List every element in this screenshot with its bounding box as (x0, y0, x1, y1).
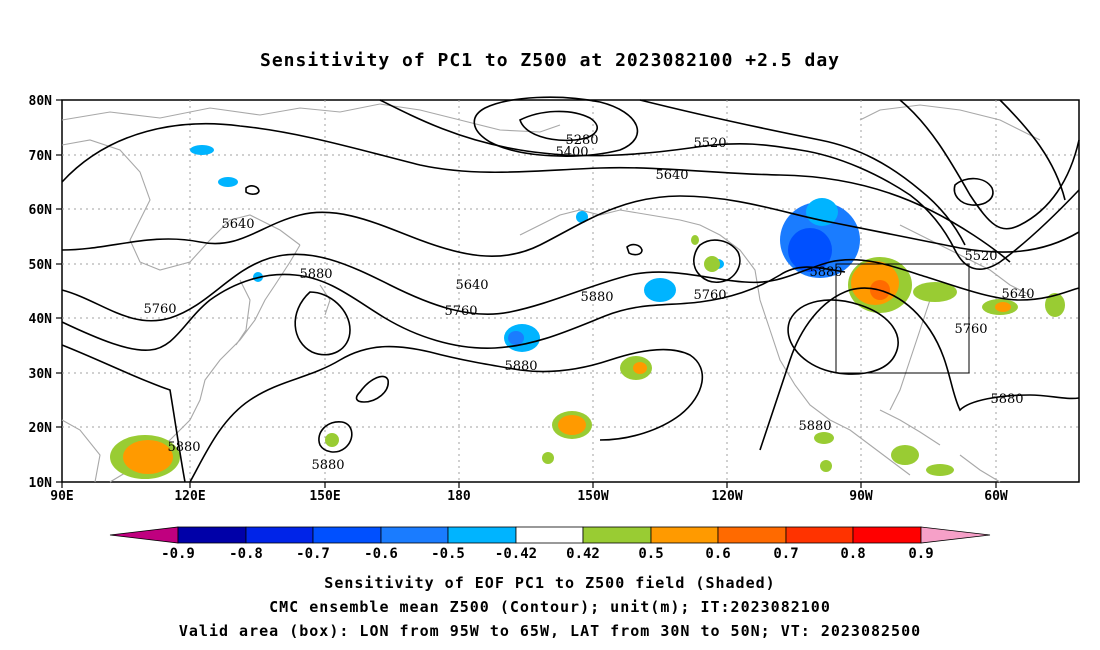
colorbar-swatch (852, 526, 922, 544)
lat-label: 40N (29, 312, 53, 327)
contour-label: 5520 (693, 136, 726, 151)
contour-label: 5520 (964, 249, 997, 264)
footer-line-valid-area: Valid area (box): LON from 95W to 65W, L… (178, 622, 922, 640)
lat-label: 60N (29, 203, 53, 218)
shading-negative (190, 145, 214, 155)
colorbar-swatch (380, 526, 449, 544)
colorbar-max-arrow (920, 526, 991, 544)
colorbar-swatch (312, 526, 382, 544)
colorbar-label: -0.7 (296, 546, 330, 562)
shading-positive (1045, 293, 1065, 317)
lon-label: 120W (711, 489, 742, 504)
shading-positive (558, 415, 586, 435)
colorbar-label: 0.8 (840, 546, 865, 562)
shading-positive (814, 432, 834, 444)
colorbar-swatch (582, 526, 652, 544)
lon-label: 120E (174, 489, 205, 504)
shading-negative (576, 211, 588, 223)
colorbar-swatch (245, 526, 314, 544)
shading-negative (806, 198, 838, 226)
colorbar-label: 0.6 (705, 546, 730, 562)
contour-label: 5880 (299, 267, 332, 282)
colorbar-label: -0.42 (495, 546, 537, 562)
contour-labels: 5280 5400 5520 5640 5640 5640 5640 5520 … (143, 133, 1034, 473)
contour-label: 5880 (798, 419, 831, 434)
lat-label: 50N (29, 258, 53, 273)
lat-label: 30N (29, 367, 53, 382)
lon-label: 150E (309, 489, 340, 504)
contour-label: 5280 (565, 133, 598, 148)
contour-label: 5760 (444, 304, 477, 319)
colorbar-label: 0.9 (908, 546, 933, 562)
contour-label: 5640 (221, 217, 254, 232)
shading-positive (891, 445, 919, 465)
contour-label: 5760 (143, 302, 176, 317)
sensitivity-shading (110, 145, 1065, 479)
lon-label: 90E (50, 489, 73, 504)
colorbar-min-arrow (109, 526, 179, 544)
contour-label: 5880 (504, 359, 537, 374)
lon-label: 150W (577, 489, 608, 504)
lon-label: 90W (849, 489, 873, 504)
contour-label: 5880 (311, 458, 344, 473)
shading-negative (218, 177, 238, 187)
chart-title: Sensitivity of PC1 to Z500 at 2023082100… (259, 50, 840, 71)
coastlines (61, 103, 1041, 483)
shading-positive (995, 302, 1011, 312)
lat-label: 10N (29, 476, 53, 491)
contour-label: 5880 (580, 290, 613, 305)
shading-negative (788, 228, 832, 272)
shading-positive (704, 256, 720, 272)
colorbar-swatch (177, 526, 247, 544)
contour-label: 5640 (455, 278, 488, 293)
shading-negative (508, 331, 524, 345)
colorbar-swatch (785, 526, 854, 544)
shading-positive (325, 433, 339, 447)
lon-label: 60W (984, 489, 1008, 504)
z500-contours (61, 96, 1080, 483)
contour-label: 5880 (990, 392, 1023, 407)
contour-label: 5640 (1001, 287, 1034, 302)
shading-positive (820, 460, 832, 472)
shading-positive (542, 452, 554, 464)
footer-line-contour: CMC ensemble mean Z500 (Contour); unit(m… (269, 598, 831, 616)
shading-positive (633, 362, 647, 374)
colorbar-label: -0.5 (431, 546, 465, 562)
contour-label: 5760 (693, 288, 726, 303)
footer-line-shading: Sensitivity of EOF PC1 to Z500 field (Sh… (324, 574, 776, 592)
shading-positive (926, 464, 954, 476)
longitude-labels: 90E 120E 150E 180 150W 120W 90W 60W (50, 489, 1008, 504)
colorbar-label: -0.8 (229, 546, 263, 562)
shading-positive (691, 235, 699, 245)
contour-label: 5760 (954, 322, 987, 337)
colorbar-swatch (650, 526, 719, 544)
shading-negative (644, 278, 676, 302)
colorbar-label: -0.6 (364, 546, 398, 562)
map-frame (61, 99, 1080, 483)
contour-label: 5880 (167, 440, 200, 455)
tick-marks (56, 99, 997, 488)
lat-label: 20N (29, 421, 53, 436)
colorbar-labels: -0.9 -0.8 -0.7 -0.6 -0.5 -0.42 0.42 0.5 … (161, 546, 934, 562)
colorbar-label: 0.5 (638, 546, 663, 562)
valid-area-box (835, 263, 970, 374)
lat-label: 70N (29, 149, 53, 164)
latitude-labels: 80N 70N 60N 50N 40N 30N 20N 10N (29, 94, 53, 491)
contour-label: 5640 (655, 168, 688, 183)
shading-positive (123, 440, 173, 474)
colorbar-label: 0.42 (566, 546, 600, 562)
lat-label: 80N (29, 94, 53, 109)
colorbar-swatch (515, 526, 584, 544)
colorbar-swatch (447, 526, 517, 544)
colorbar-swatch (717, 526, 787, 544)
colorbar-label: -0.9 (161, 546, 195, 562)
colorbar-label: 0.7 (773, 546, 798, 562)
colorbar (109, 526, 991, 544)
shading-positive (913, 282, 957, 302)
contour-label: 5880 (809, 265, 842, 280)
lon-label: 180 (447, 489, 471, 504)
contour-label: 5400 (555, 145, 588, 160)
